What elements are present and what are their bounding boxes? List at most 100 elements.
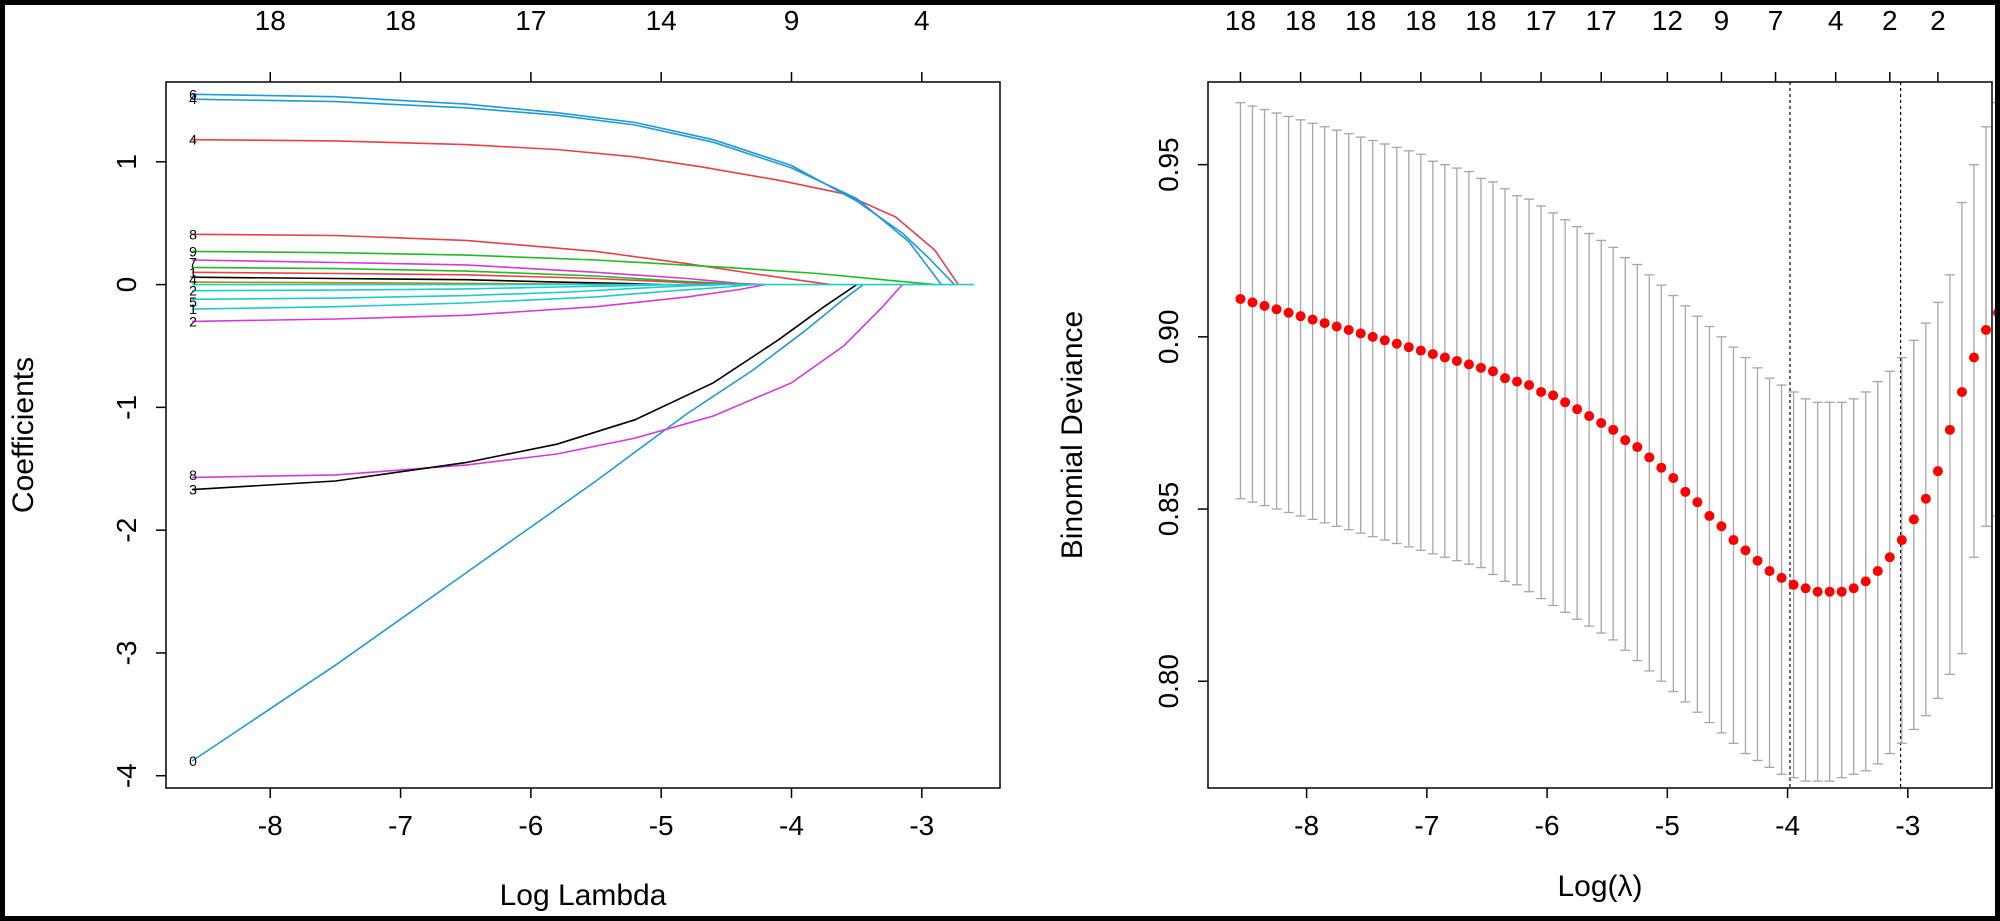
deviance-point bbox=[1740, 545, 1751, 556]
top-tick-label: 7 bbox=[1768, 5, 1784, 36]
deviance-point bbox=[1884, 552, 1895, 563]
deviance-point bbox=[1680, 486, 1691, 497]
deviance-point bbox=[1560, 397, 1571, 408]
x-tick-label: -8 bbox=[258, 810, 283, 841]
deviance-point bbox=[1848, 583, 1859, 594]
deviance-point bbox=[1235, 293, 1246, 304]
coefficient-path-7 bbox=[192, 233, 831, 286]
left-top-axis: 18 18 17 14 9 4 bbox=[255, 5, 930, 82]
curve-label: 6 bbox=[189, 86, 197, 102]
y-tick-label: -4 bbox=[111, 763, 142, 788]
deviance-point bbox=[1487, 366, 1498, 377]
deviance-point bbox=[1259, 300, 1270, 311]
deviance-point bbox=[1295, 311, 1306, 322]
deviance-point bbox=[1812, 586, 1823, 597]
top-tick-label: 14 bbox=[646, 5, 677, 36]
x-tick-label: -7 bbox=[388, 810, 413, 841]
deviance-point bbox=[1824, 586, 1835, 597]
deviance-point bbox=[1512, 376, 1523, 387]
deviance-point bbox=[1548, 390, 1559, 401]
curve-label: 5 bbox=[189, 294, 197, 310]
coefficient-path-8 bbox=[192, 250, 935, 286]
deviance-point bbox=[1908, 514, 1919, 525]
left-x-axis: -8 -7 -6 -5 -4 -3 bbox=[258, 788, 934, 841]
coefficient-path-3 bbox=[192, 98, 943, 286]
y-tick-label: 1 bbox=[111, 154, 142, 170]
deviance-point bbox=[1307, 314, 1318, 325]
deviance-point bbox=[1355, 328, 1366, 339]
coefficient-path-17 bbox=[192, 283, 766, 323]
right-plot-box bbox=[1207, 81, 1993, 789]
coefficient-path-2 bbox=[192, 138, 959, 286]
x-tick-label: -4 bbox=[1775, 810, 1800, 841]
top-tick-label: 17 bbox=[1526, 5, 1557, 36]
deviance-point bbox=[1572, 404, 1583, 415]
deviance-point bbox=[1860, 576, 1871, 587]
x-tick-label: -5 bbox=[649, 810, 674, 841]
curve-label: 8 bbox=[189, 467, 197, 483]
coefficient-path-15 bbox=[192, 283, 727, 301]
curve-label: 4 bbox=[189, 132, 197, 148]
deviance-point bbox=[1764, 566, 1775, 577]
curve-label: 8 bbox=[189, 226, 197, 242]
top-tick-label: 4 bbox=[1828, 5, 1844, 36]
error-bars bbox=[1235, 102, 1995, 782]
deviance-point bbox=[1620, 435, 1631, 446]
deviance-point bbox=[1283, 307, 1294, 318]
top-tick-label: 9 bbox=[1714, 5, 1730, 36]
y-tick-label: -1 bbox=[111, 395, 142, 420]
deviance-point bbox=[1968, 352, 1979, 363]
top-tick-label: 18 bbox=[255, 5, 286, 36]
deviance-point bbox=[1475, 362, 1486, 373]
deviance-point bbox=[1932, 466, 1943, 477]
deviance-point bbox=[1644, 452, 1655, 463]
deviance-point bbox=[1800, 583, 1811, 594]
deviance-point bbox=[1524, 380, 1535, 391]
y-tick-label: -2 bbox=[111, 518, 142, 543]
deviance-point bbox=[1656, 462, 1667, 473]
deviance-point bbox=[1632, 442, 1643, 453]
deviance-point bbox=[1956, 386, 1967, 397]
x-tick-label: -3 bbox=[1895, 810, 1920, 841]
deviance-point bbox=[1608, 424, 1619, 435]
deviance-point bbox=[1788, 579, 1799, 590]
y-tick-label: 0.90 bbox=[1153, 310, 1184, 365]
deviance-point bbox=[1391, 338, 1402, 349]
x-tick-label: -6 bbox=[1535, 810, 1560, 841]
top-tick-label: 9 bbox=[784, 5, 800, 36]
deviance-point bbox=[1584, 411, 1595, 422]
coefficient-path-6 bbox=[192, 283, 858, 491]
curve-label: 4 bbox=[189, 272, 197, 288]
deviance-point bbox=[1319, 318, 1330, 329]
top-tick-label: 18 bbox=[1345, 5, 1376, 36]
top-tick-label: 18 bbox=[1225, 5, 1256, 36]
deviance-point bbox=[1415, 345, 1426, 356]
deviance-point bbox=[1980, 324, 1991, 335]
coefficient-path-16 bbox=[192, 283, 753, 310]
deviance-point bbox=[1427, 349, 1438, 360]
top-tick-label: 18 bbox=[1285, 5, 1316, 36]
coefficient-path-10 bbox=[192, 266, 753, 286]
right-y-axis-title: Binomial Deviance bbox=[1056, 311, 1089, 559]
coefficient-path-5 bbox=[192, 284, 903, 479]
deviance-point bbox=[1896, 535, 1907, 546]
top-tick-label: 2 bbox=[1882, 5, 1898, 36]
curve-label: 0 bbox=[189, 753, 197, 769]
coefficient-path-1 bbox=[191, 283, 864, 762]
top-tick-label: 18 bbox=[1405, 5, 1436, 36]
x-tick-label: -4 bbox=[779, 810, 804, 841]
deviance-point bbox=[1271, 304, 1282, 315]
deviance-point bbox=[1451, 355, 1462, 366]
top-tick-label: 17 bbox=[515, 5, 546, 36]
deviance-point bbox=[1247, 297, 1258, 308]
x-tick-label: -3 bbox=[909, 810, 934, 841]
deviance-point bbox=[1704, 510, 1715, 521]
deviance-point bbox=[1463, 359, 1474, 370]
top-tick-label: 17 bbox=[1586, 5, 1617, 36]
left-x-axis-title: Log Lambda bbox=[500, 879, 667, 912]
deviance-point bbox=[1439, 352, 1450, 363]
